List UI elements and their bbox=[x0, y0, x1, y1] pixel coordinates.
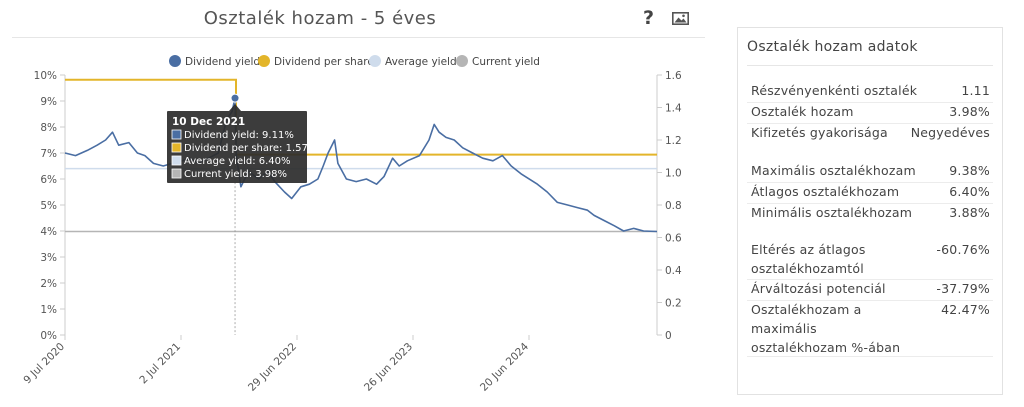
dividend-yield-line bbox=[64, 97, 658, 233]
legend-item[interactable]: Dividend per share bbox=[258, 55, 374, 68]
row-value: 42.47% bbox=[941, 302, 990, 317]
x-tick-label: 20 Jun 2024 bbox=[478, 340, 531, 393]
y-tick-label-left: 9% bbox=[40, 96, 57, 108]
data-row-pct-of-max: Osztalékhozam a maximális osztalékhozam … bbox=[747, 300, 993, 357]
y-tick-label-left: 7% bbox=[40, 148, 57, 160]
row-value: Negyedéves bbox=[910, 125, 990, 140]
y-tick-label-left: 8% bbox=[40, 122, 57, 134]
tooltip-box bbox=[167, 111, 307, 183]
row-label: Részvényenkénti osztalék bbox=[751, 83, 918, 98]
row-value: 3.98% bbox=[949, 104, 990, 119]
dividend-per-share-line bbox=[65, 78, 657, 156]
y-tick-label-left: 5% bbox=[40, 200, 57, 212]
y-tick-label-left: 0% bbox=[40, 330, 57, 342]
chart-panel: Osztalék hozam - 5 éves ? Dividend yield… bbox=[0, 0, 720, 407]
data-row-price-potential: Árváltozási potenciál -37.79% bbox=[747, 279, 993, 301]
y-tick-label-right: 0.8 bbox=[665, 200, 682, 212]
help-icon[interactable]: ? bbox=[643, 7, 655, 29]
tooltip-swatch bbox=[171, 142, 182, 153]
tooltip-swatch bbox=[171, 168, 182, 179]
y-tick-label-right: 1.2 bbox=[665, 135, 682, 147]
legend-swatch bbox=[258, 55, 270, 67]
data-row-avg-yield: Átlagos osztalékhozam 6.40% bbox=[747, 182, 993, 204]
legend-swatch bbox=[456, 55, 468, 67]
data-row-deviation: Eltérés az átlagos osztalékhozamtól -60.… bbox=[747, 240, 993, 280]
y-tick-label-right: 1.0 bbox=[665, 168, 682, 180]
image-icon[interactable] bbox=[672, 12, 689, 25]
y-tick-label-left: 1% bbox=[40, 304, 57, 316]
row-value: 1.11 bbox=[961, 83, 990, 98]
row-value: 9.38% bbox=[949, 163, 990, 178]
hover-point bbox=[230, 93, 240, 103]
data-row-max-yield: Maximális osztalékhozam 9.38% bbox=[747, 161, 993, 183]
row-value: -60.76% bbox=[936, 242, 990, 257]
row-label: Osztalék hozam bbox=[751, 104, 854, 119]
row-label: Osztalékhozam a maximális osztalékhozam … bbox=[751, 302, 901, 355]
panel-title: Osztalék hozam adatok bbox=[747, 39, 918, 55]
y-tick-label-right: 0 bbox=[665, 330, 672, 342]
data-row-min-yield: Minimális osztalékhozam 3.88% bbox=[747, 203, 993, 224]
row-label: Eltérés az átlagos osztalékhozamtól bbox=[751, 242, 866, 276]
tooltip-row: Dividend per share: 1.571 bbox=[184, 143, 314, 154]
legend-swatch bbox=[169, 55, 181, 67]
x-tick-label: 2 Jul 2021 bbox=[137, 341, 183, 387]
row-label: Minimális osztalékhozam bbox=[751, 205, 913, 220]
y-tick-label-right: 0.4 bbox=[665, 265, 682, 277]
row-value: -37.79% bbox=[936, 281, 990, 296]
tooltip-swatch bbox=[171, 129, 182, 140]
row-value: 3.88% bbox=[949, 205, 990, 220]
legend-label: Average yield bbox=[385, 56, 457, 68]
tooltip-row: Dividend yield: 9.11% bbox=[184, 130, 294, 141]
x-tick-label: 26 Jun 2023 bbox=[362, 341, 415, 394]
dividend-data-panel: Osztalék hozam adatok Részvényenkénti os… bbox=[737, 27, 1003, 395]
row-label: Maximális osztalékhozam bbox=[751, 163, 916, 178]
legend-label: Current yield bbox=[472, 56, 540, 68]
panel-title-divider bbox=[747, 65, 993, 66]
row-label: Kifizetés gyakorisága bbox=[751, 125, 888, 140]
row-value: 6.40% bbox=[949, 184, 990, 199]
x-tick-label: 9 Jul 2020 bbox=[21, 341, 67, 387]
y-tick-label-right: 0.2 bbox=[665, 298, 682, 310]
tooltip-row: Average yield: 6.40% bbox=[184, 156, 291, 167]
legend-swatch bbox=[369, 55, 381, 67]
tooltip-row: Current yield: 3.98% bbox=[184, 169, 287, 180]
y-tick-label-left: 2% bbox=[40, 278, 57, 290]
legend-item[interactable]: Dividend yield bbox=[169, 55, 260, 68]
chart-title: Osztalék hozam - 5 éves bbox=[203, 8, 437, 29]
y-tick-label-left: 4% bbox=[40, 226, 57, 238]
y-tick-label-left: 6% bbox=[40, 174, 57, 186]
y-tick-label-right: 1.6 bbox=[665, 70, 682, 82]
y-tick-label-left: 10% bbox=[34, 70, 57, 82]
legend-item[interactable]: Average yield bbox=[369, 55, 457, 68]
x-tick-label: 29 Jun 2022 bbox=[246, 341, 299, 394]
tooltip: 10 Dec 2021 Dividend yield: 9.11% Dividend… bbox=[167, 104, 314, 183]
tooltip-pointer bbox=[229, 104, 242, 111]
dividend-yield-chart[interactable]: Dividend yield Dividend per share Average … bbox=[0, 0, 720, 407]
data-row-yield: Osztalék hozam 3.98% bbox=[747, 102, 993, 124]
y-tick-label-right: 0.6 bbox=[665, 233, 682, 245]
y-tick-label-right: 1.4 bbox=[665, 103, 682, 115]
row-label: Árváltozási potenciál bbox=[751, 281, 886, 296]
y-tick-label-left: 3% bbox=[40, 252, 57, 264]
data-row-dps: Részvényenkénti osztalék 1.11 bbox=[747, 81, 993, 103]
legend-label: Dividend yield bbox=[185, 56, 260, 68]
tooltip-date: 10 Dec 2021 bbox=[172, 116, 245, 128]
chart-title-divider bbox=[12, 37, 705, 38]
row-label: Átlagos osztalékhozam bbox=[751, 184, 900, 199]
legend-item[interactable]: Current yield bbox=[456, 55, 540, 68]
tooltip-swatch bbox=[171, 155, 182, 166]
data-row-frequency: Kifizetés gyakorisága Negyedéves bbox=[747, 123, 993, 144]
legend-label: Dividend per share bbox=[274, 56, 374, 68]
